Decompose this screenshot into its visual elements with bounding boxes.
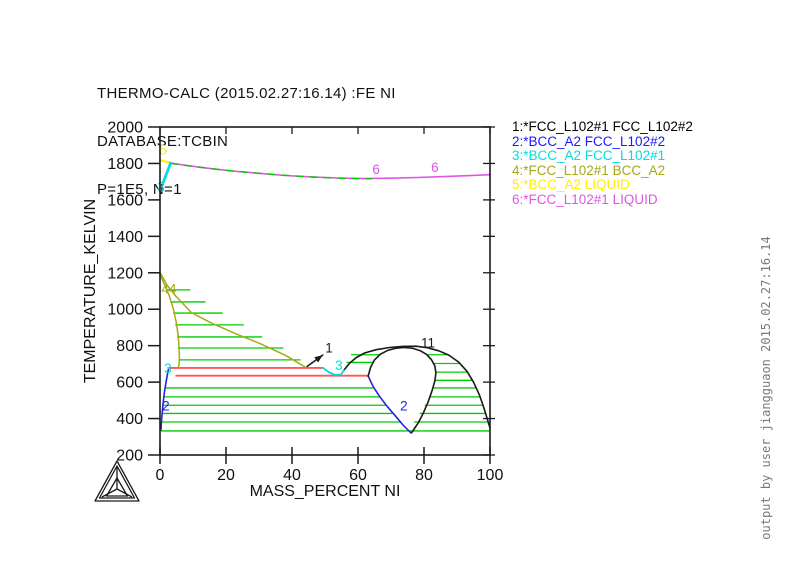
y-tick-label: 400 bbox=[116, 411, 143, 428]
x-tick-label: 40 bbox=[283, 467, 301, 484]
bcc-fcc2-boundary-right bbox=[367, 375, 412, 434]
fcc1-fcc2-inner-curve bbox=[367, 346, 437, 434]
phase-boundary-legend: 1:*FCC_L102#1 FCC_L102#2 2:*BCC_A2 FCC_L1… bbox=[512, 119, 693, 208]
bcc-fcc-delta-boundary bbox=[161, 161, 173, 185]
y-tick-label: 1200 bbox=[107, 265, 143, 282]
solidus-green-dashed bbox=[169, 162, 372, 180]
curve-label-3: 3 bbox=[164, 361, 172, 376]
thermo-calc-logo-icon bbox=[94, 460, 140, 502]
y-tick-label: 800 bbox=[116, 338, 143, 355]
legend-item-2: 2:*BCC_A2 FCC_L102#2 bbox=[512, 133, 666, 149]
legend-item-3: 3:*BCC_A2 FCC_L102#1 bbox=[512, 148, 666, 164]
curve-label-2: 2 bbox=[400, 398, 408, 413]
y-tick-label: 1400 bbox=[107, 229, 143, 246]
curve-label-2: 2 bbox=[162, 398, 170, 413]
bcc-fcc2-boundary-left bbox=[160, 368, 170, 431]
y-tick-label: 1000 bbox=[107, 302, 143, 319]
curve-label-3: 3 bbox=[335, 358, 343, 373]
x-tick-label: 20 bbox=[217, 467, 235, 484]
x-tick-label: 60 bbox=[349, 467, 367, 484]
fcc-bcc-wedge-left bbox=[159, 273, 181, 369]
y-tick-label: 2000 bbox=[107, 120, 143, 137]
output-stamp-note: output by user jiangguaon 2015.02.27:16.… bbox=[759, 236, 773, 540]
y-tick-label: 600 bbox=[116, 375, 143, 392]
y-tick-label: 200 bbox=[116, 448, 143, 465]
curve-label-11: 11 bbox=[421, 335, 435, 350]
y-axis-title: TEMPERATURE_KELVIN bbox=[82, 198, 99, 384]
plot-title-line1: THERMO-CALC (2015.02.27:16.14) :FE NI bbox=[97, 85, 396, 102]
bcc-fcc1-cyan-arc bbox=[322, 366, 345, 376]
curve-label-1: 1 bbox=[325, 341, 333, 356]
x-tick-label: 0 bbox=[156, 467, 165, 484]
curve-label-5: 5 bbox=[160, 142, 168, 157]
curve-label-3: 3 bbox=[157, 179, 165, 194]
fcc1-fcc2-outer-dome bbox=[342, 345, 491, 429]
y-tick-label: 1800 bbox=[107, 156, 143, 173]
legend-item-4: 4:*FCC_L102#1 BCC_A2 bbox=[512, 162, 666, 178]
label-1-leader-arrow-head bbox=[314, 355, 323, 363]
legend-item-1: 1:*FCC_L102#1 FCC_L102#2 bbox=[512, 119, 693, 134]
curve-label-6: 6 bbox=[372, 162, 380, 177]
fcc-bcc-wedge-right bbox=[159, 271, 306, 368]
plot-title-line2: DATABASE:TCBIN bbox=[97, 133, 229, 150]
curve-label-44: 44 bbox=[161, 281, 177, 296]
bcc_a2-liquid-boundary bbox=[158, 159, 172, 165]
plot-frame bbox=[159, 126, 491, 456]
x-axis-title: MASS_PERCENT NI bbox=[249, 483, 401, 500]
fcc-liquid-liquidus bbox=[169, 162, 491, 180]
x-tick-label: 100 bbox=[477, 467, 504, 484]
curve-label-6: 6 bbox=[431, 160, 439, 175]
legend-item-6: 6:*FCC_L102#1 LIQUID bbox=[512, 191, 658, 207]
legend-item-5: 5:*BCC_A2 LIQUID bbox=[512, 177, 630, 193]
y-tick-label: 1600 bbox=[107, 192, 143, 209]
x-tick-label: 80 bbox=[415, 467, 433, 484]
